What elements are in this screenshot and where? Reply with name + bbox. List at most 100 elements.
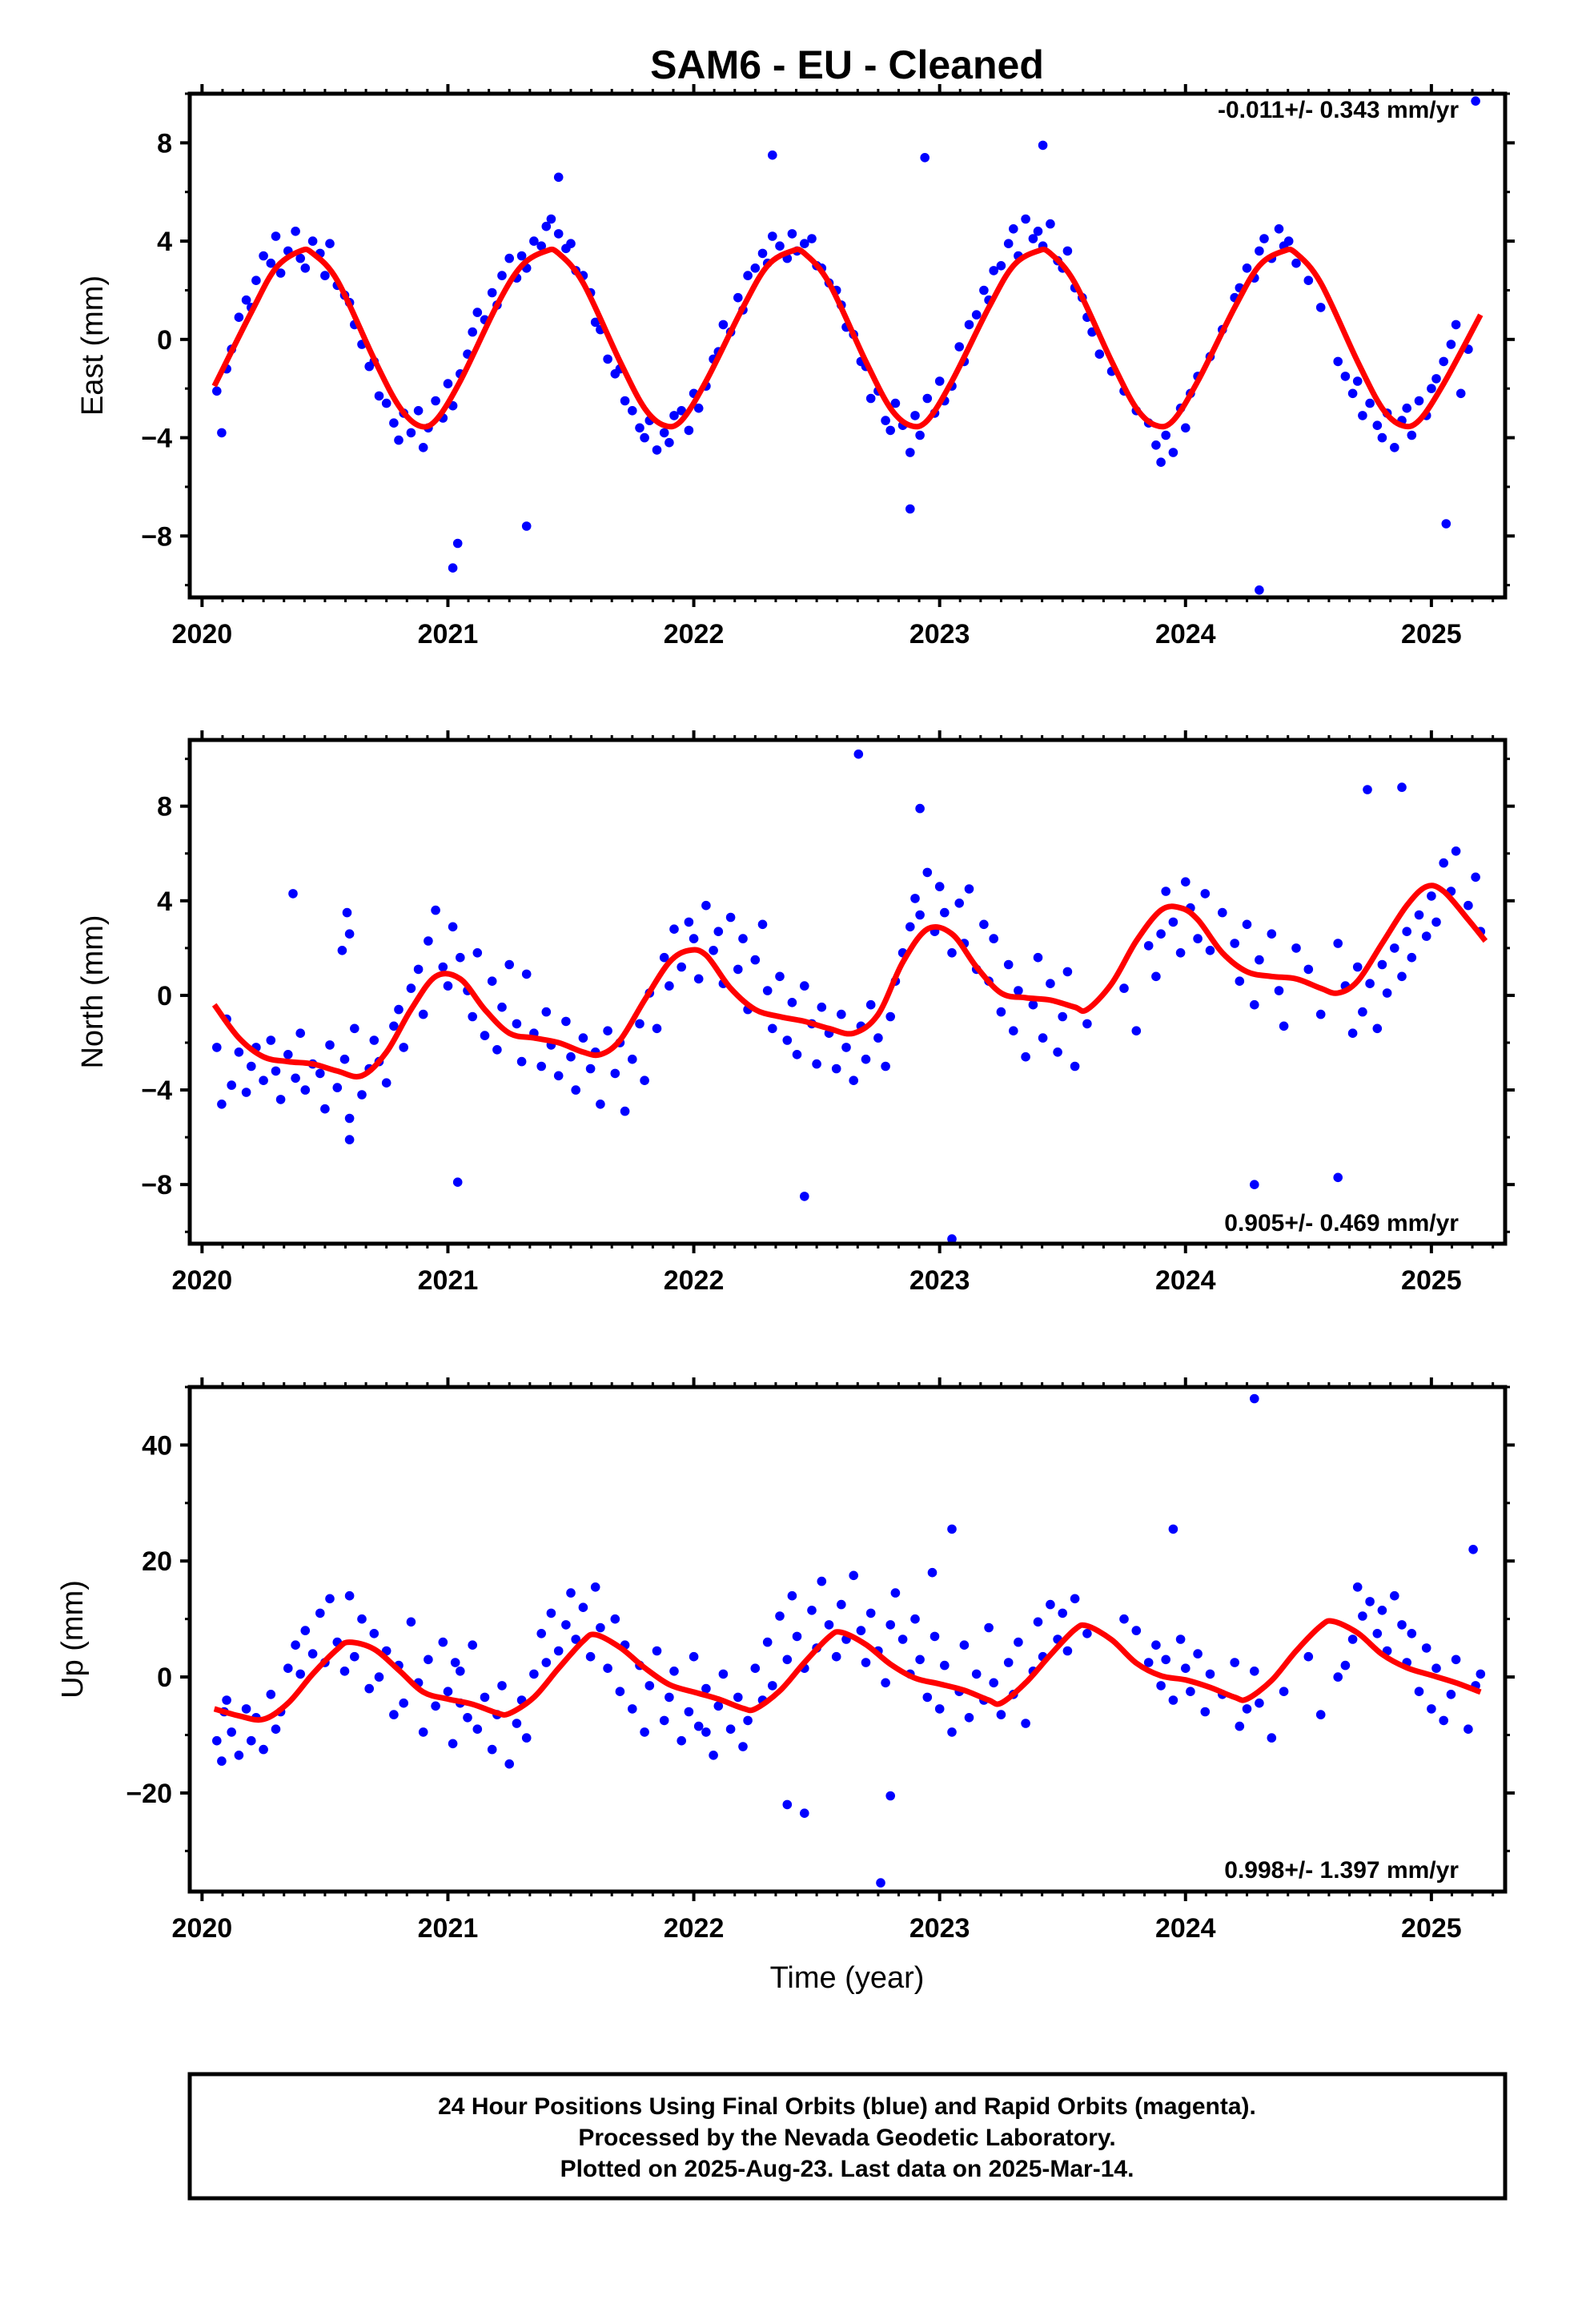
north-point	[1372, 1023, 1383, 1034]
up-point	[1046, 1599, 1055, 1610]
up-point	[768, 1681, 777, 1691]
up-point	[578, 1602, 588, 1612]
north-point	[1014, 986, 1023, 995]
north-y-tick-label: −4	[141, 1076, 172, 1106]
up-point	[897, 1634, 908, 1644]
north-point	[541, 1007, 552, 1017]
east-x-tick-label: 2021	[418, 619, 479, 649]
east-point	[1303, 275, 1314, 286]
east-point	[406, 428, 416, 438]
north-point	[1161, 887, 1170, 896]
north-point	[610, 1068, 620, 1079]
up-point	[295, 1669, 306, 1679]
up-point	[837, 1599, 846, 1610]
up-point	[450, 1658, 460, 1667]
north-point	[665, 981, 674, 991]
east-point	[241, 295, 251, 305]
north-point	[947, 1234, 957, 1244]
east-point	[677, 406, 686, 416]
east-point	[1291, 258, 1301, 268]
east-x-tick-label: 2025	[1401, 619, 1462, 649]
north-point	[1365, 979, 1375, 988]
north-point	[1021, 1051, 1030, 1062]
up-point	[1070, 1594, 1080, 1604]
east-point	[1259, 234, 1269, 243]
east-point	[1347, 388, 1358, 399]
up-point	[1468, 1545, 1478, 1554]
north-point	[1279, 1021, 1289, 1031]
up-point	[468, 1640, 477, 1650]
north-point	[1205, 946, 1215, 955]
north-point	[1407, 952, 1417, 963]
up-point	[725, 1724, 736, 1734]
east-y-tick-label: 8	[157, 128, 172, 159]
up-point	[1397, 1620, 1407, 1630]
east-plot-frame	[187, 91, 1508, 600]
up-point	[792, 1631, 802, 1642]
up-point	[1255, 1698, 1264, 1708]
east-point	[251, 275, 261, 286]
north-point	[1250, 1180, 1259, 1189]
up-x-tick-label: 2022	[664, 1913, 725, 1944]
north-point	[1347, 1028, 1358, 1038]
east-point	[920, 153, 930, 163]
up-point	[1407, 1629, 1417, 1638]
north-point	[443, 981, 453, 991]
east-point	[1315, 303, 1326, 312]
north-x-tick-label: 2022	[664, 1265, 725, 1296]
up-point	[300, 1626, 311, 1635]
up-point	[561, 1620, 571, 1630]
north-x-tick-label: 2024	[1155, 1265, 1216, 1296]
up-point	[1390, 1590, 1399, 1601]
north-point	[1062, 967, 1073, 977]
up-point	[782, 1655, 793, 1665]
up-point	[1119, 1614, 1129, 1624]
north-point	[1315, 1009, 1326, 1019]
up-point	[1181, 1663, 1191, 1673]
up-point	[325, 1594, 335, 1604]
up-point	[566, 1588, 576, 1598]
east-point	[487, 287, 497, 298]
up-point	[339, 1667, 350, 1676]
north-point	[865, 999, 876, 1010]
up-point	[775, 1611, 785, 1621]
up-point	[1151, 1640, 1161, 1650]
east-point	[743, 271, 753, 280]
north-point	[1414, 910, 1424, 920]
up-point	[571, 1634, 580, 1644]
up-point	[677, 1735, 686, 1746]
north-point	[452, 1177, 463, 1187]
up-y-tick-label: −20	[126, 1779, 172, 1809]
up-point	[743, 1715, 753, 1726]
north-point	[357, 1090, 367, 1100]
up-point	[1161, 1655, 1170, 1665]
east-point	[1372, 420, 1383, 430]
east-point	[1352, 376, 1363, 386]
up-point	[787, 1590, 797, 1601]
north-point	[596, 1100, 605, 1109]
chart-title: SAM6 - EU - Cleaned	[650, 42, 1044, 87]
east-point	[212, 386, 222, 396]
up-point	[472, 1724, 483, 1734]
east-y-axis-label: East (mm)	[76, 275, 110, 416]
up-point	[406, 1617, 416, 1627]
north-point	[1193, 934, 1203, 943]
north-point	[438, 962, 448, 972]
footer-line-2: Processed by the Nevada Geodetic Laborat…	[578, 2125, 1115, 2151]
north-point	[448, 922, 458, 932]
north-y-tick-label: 0	[157, 981, 172, 1011]
up-point	[266, 1690, 276, 1699]
east-point	[516, 251, 527, 261]
up-point	[1193, 1649, 1203, 1659]
up-point	[217, 1756, 227, 1766]
east-point	[443, 379, 453, 388]
up-point	[1131, 1626, 1142, 1635]
up-point	[738, 1742, 748, 1751]
up-y-tick-label: 20	[142, 1546, 172, 1577]
east-point	[553, 172, 564, 183]
east-point	[217, 428, 227, 438]
up-point	[1175, 1634, 1186, 1644]
up-point	[1250, 1667, 1259, 1676]
north-point	[1471, 872, 1480, 883]
up-point	[487, 1744, 497, 1755]
